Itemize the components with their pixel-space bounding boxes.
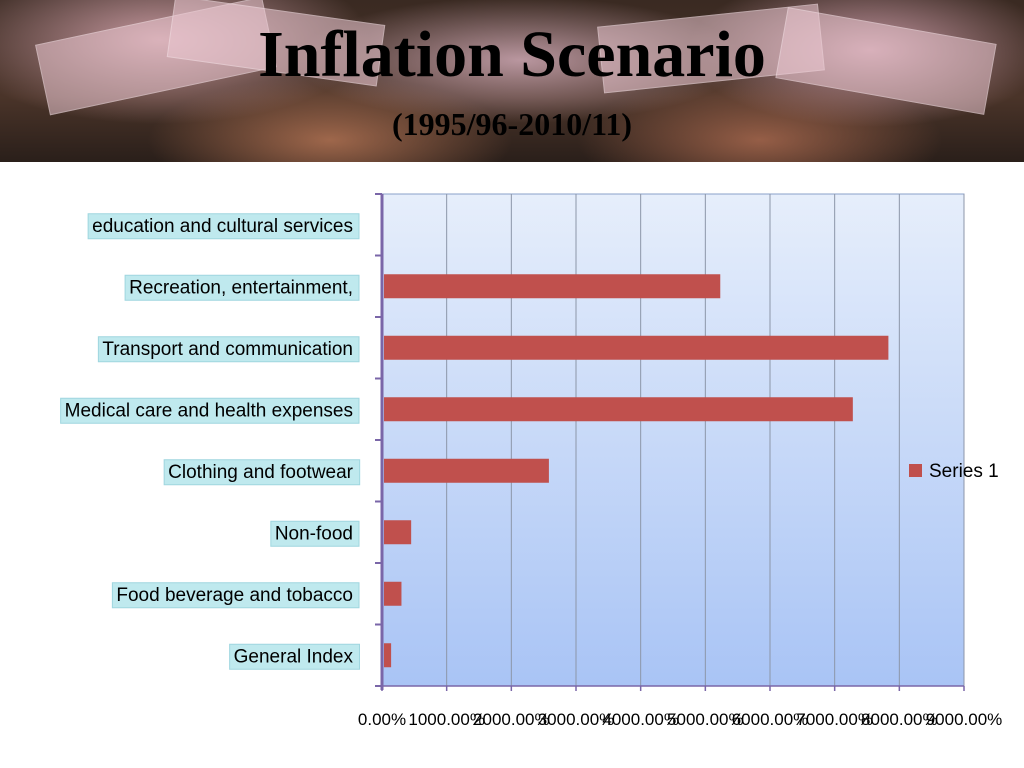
x-tick-label: 4000.00% bbox=[602, 710, 679, 729]
category-label: Non-food bbox=[275, 523, 353, 544]
category-label-box bbox=[163, 459, 361, 486]
category-label: Transport and communication bbox=[102, 339, 353, 360]
page-title: Inflation Scenario bbox=[258, 18, 766, 91]
category-label-box bbox=[60, 397, 360, 424]
bar bbox=[384, 520, 412, 545]
x-tick-label: 7000.00% bbox=[796, 710, 873, 729]
x-tick-label: 9000.00% bbox=[926, 710, 1003, 729]
x-tick-labels: 0.00% 1000.00%2000.00%3000.00%4000.00%500… bbox=[358, 710, 1002, 729]
bar-chart: education and cultural services Recreatio… bbox=[60, 193, 1002, 729]
bar bbox=[384, 458, 549, 483]
x-tick-label: 0.00% bbox=[358, 710, 406, 729]
legend: Series 1 bbox=[909, 461, 999, 482]
bar bbox=[384, 335, 889, 360]
category-label: education and cultural services bbox=[92, 216, 353, 237]
category-label: General Index bbox=[234, 646, 354, 667]
category-label: Food beverage and tobacco bbox=[116, 585, 353, 606]
banner-image bbox=[0, 0, 1024, 162]
x-tick-label: 2000.00% bbox=[473, 710, 550, 729]
bar bbox=[384, 274, 721, 299]
category-label-box bbox=[97, 336, 360, 363]
category-labels: education and cultural services Recreatio… bbox=[60, 213, 361, 670]
legend-swatch bbox=[909, 464, 922, 477]
page-subtitle: (1995/96-2010/11) bbox=[392, 106, 632, 142]
category-label: Medical care and health expenses bbox=[65, 400, 353, 421]
category-label-box bbox=[229, 643, 360, 670]
x-tick-label: 8000.00% bbox=[861, 710, 938, 729]
bars bbox=[384, 274, 889, 668]
category-label-box bbox=[87, 213, 360, 240]
plot-area bbox=[381, 193, 965, 687]
x-tick-label: 5000.00% bbox=[667, 710, 744, 729]
category-label: Recreation, entertainment, bbox=[129, 277, 353, 298]
bar bbox=[384, 643, 392, 668]
x-tick-label: 1000.00% bbox=[408, 710, 485, 729]
category-label-box bbox=[124, 274, 360, 301]
bar bbox=[384, 397, 853, 422]
bar bbox=[384, 581, 402, 606]
x-tick-label: 6000.00% bbox=[732, 710, 809, 729]
x-tick-label: 3000.00% bbox=[538, 710, 615, 729]
category-label-box bbox=[270, 520, 360, 547]
category-label: Clothing and footwear bbox=[168, 462, 354, 483]
legend-label: Series 1 bbox=[929, 461, 999, 482]
category-label-box bbox=[111, 582, 360, 609]
axes bbox=[375, 193, 965, 691]
